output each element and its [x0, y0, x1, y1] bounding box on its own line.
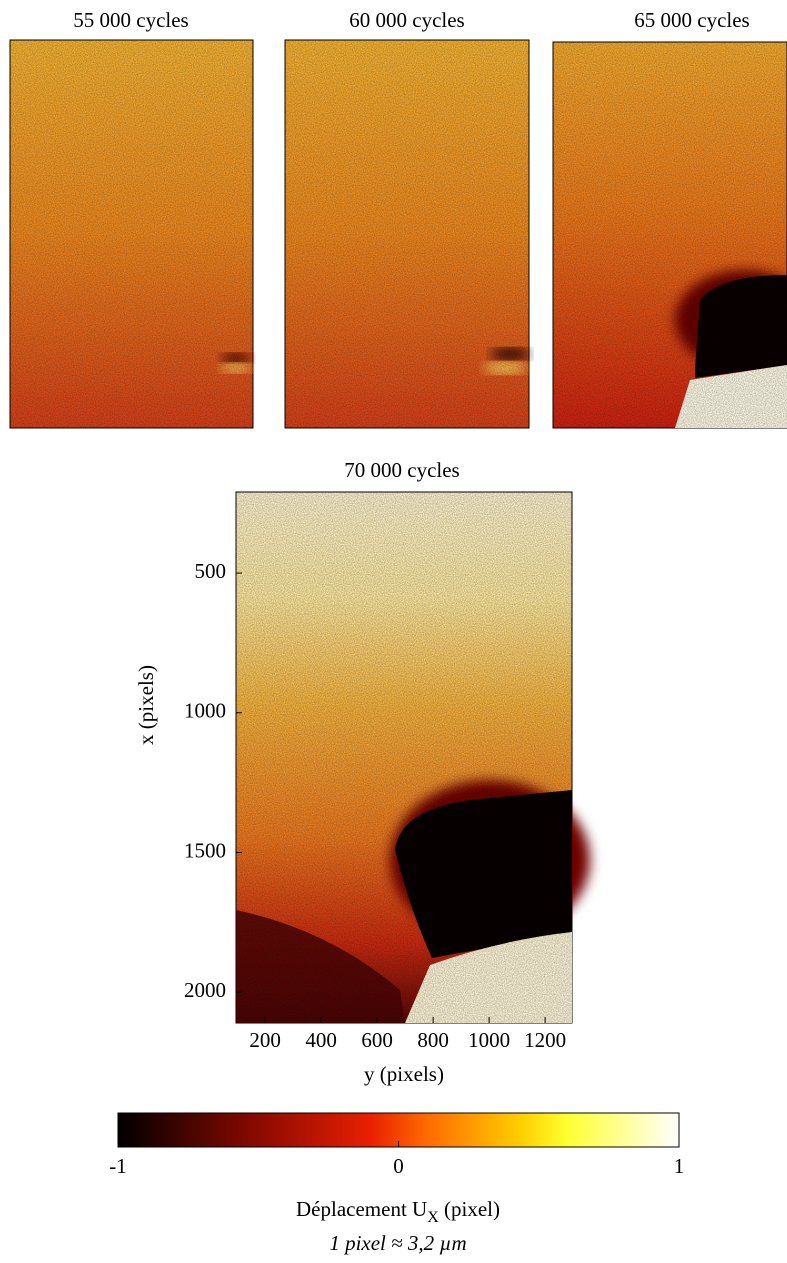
x-tick-label: 200 — [249, 1028, 281, 1052]
speckle — [10, 40, 253, 428]
y-tick-label: 500 — [195, 559, 227, 583]
y-axis-label: x (pixels) — [134, 665, 158, 745]
y-tick-label: 2000 — [184, 978, 226, 1002]
colorbar-tick-label: 0 — [393, 1154, 404, 1178]
panel-title: 60 000 cycles — [349, 8, 464, 32]
x-tick-label: 1200 — [524, 1028, 566, 1052]
speckle — [553, 42, 787, 428]
panel-title: 70 000 cycles — [344, 458, 459, 482]
y-tick-label: 1500 — [184, 838, 226, 862]
colorbar-label: Déplacement UX (pixel) — [296, 1197, 500, 1226]
panel-title: 55 000 cycles — [73, 8, 188, 32]
x-axis-label: y (pixels) — [364, 1062, 444, 1086]
speckle — [236, 492, 572, 1023]
heatmaps — [9, 39, 787, 1024]
x-tick-label: 600 — [361, 1028, 393, 1052]
x-tick-label: 1000 — [468, 1028, 510, 1052]
colorbar-label-main: Déplacement U — [296, 1197, 427, 1221]
scale-note: 1 pixel ≈ 3,2 µm — [329, 1231, 466, 1255]
y-tick-label: 1000 — [184, 699, 226, 723]
colorbar-label-sub: X — [427, 1209, 439, 1226]
panel-title: 65 000 cycles — [634, 8, 749, 32]
speckle — [285, 40, 529, 428]
x-tick-label: 400 — [305, 1028, 337, 1052]
x-tick-label: 800 — [417, 1028, 449, 1052]
colorbar-tick-label: -1 — [109, 1154, 127, 1178]
colorbar-label-unit: (pixel) — [439, 1197, 500, 1221]
colorbar-tick-label: 1 — [674, 1154, 685, 1178]
